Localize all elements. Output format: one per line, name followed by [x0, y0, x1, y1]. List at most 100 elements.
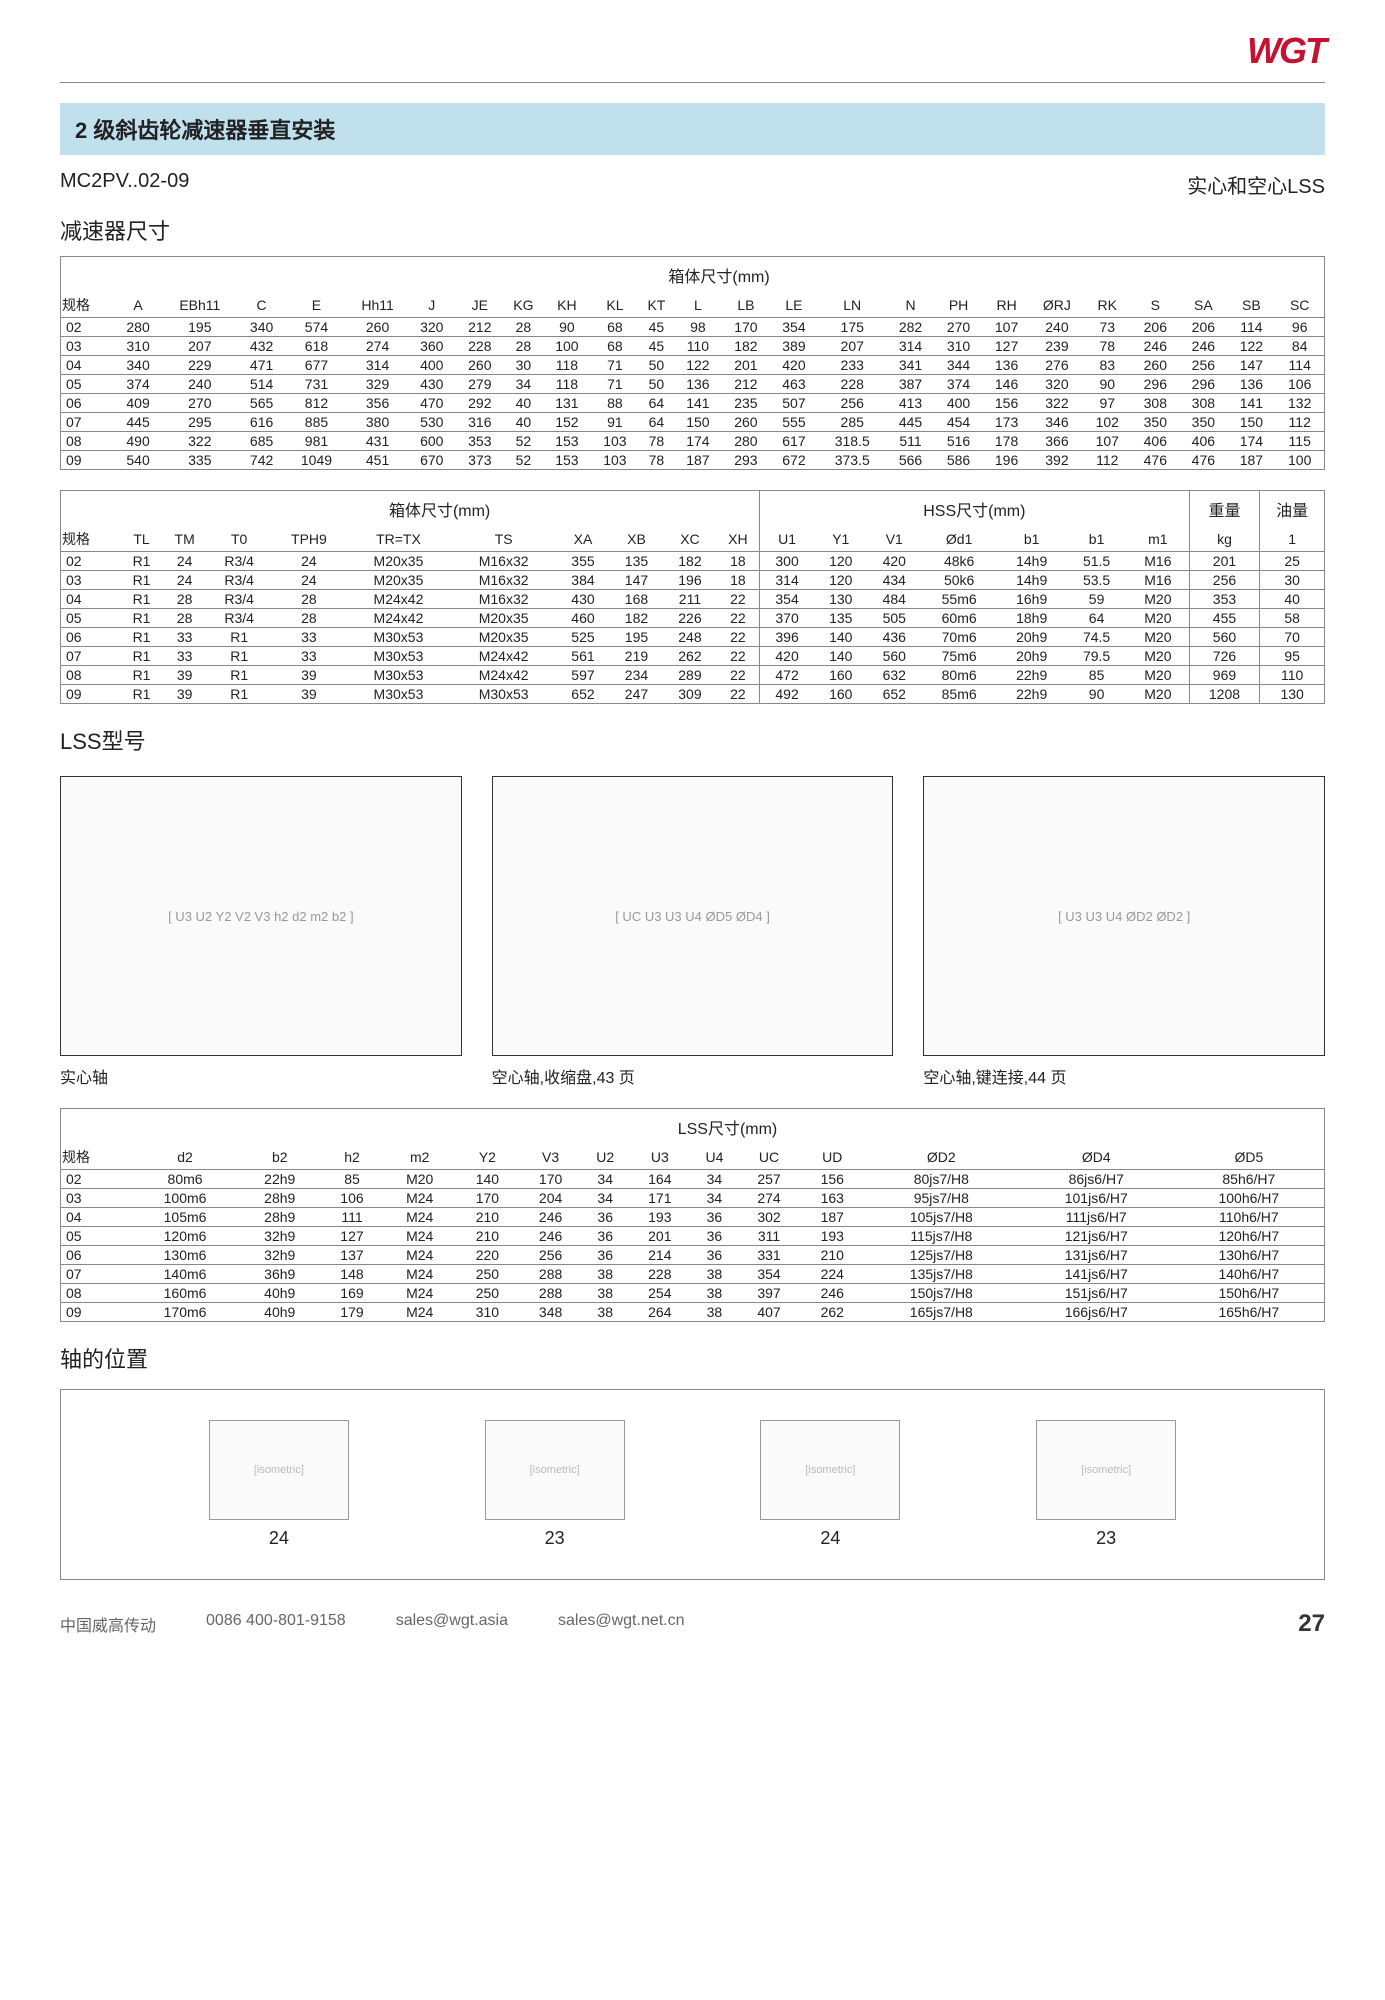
box-dim-header: 箱体尺寸(mm) [120, 491, 759, 528]
col-header: SC [1275, 293, 1324, 318]
diagram-caption: 实心轴 [60, 1064, 462, 1088]
top-divider [60, 82, 1325, 83]
col-header: KG [504, 293, 543, 318]
col-header: TS [451, 527, 556, 552]
col-header: TR=TX [346, 527, 451, 552]
col-header: ØRJ [1031, 293, 1084, 318]
col-header: TM [163, 527, 206, 552]
col-header: h2 [320, 1145, 383, 1170]
technical-drawing: [ U3 U2 Y2 V2 V3 h2 d2 m2 b2 ] [60, 776, 462, 1056]
table-row: 08R139R139M30x53M24x42597234289224721606… [61, 666, 1325, 685]
col-header: A [114, 293, 162, 318]
col-header: SA [1179, 293, 1227, 318]
col-header: b1 [997, 527, 1066, 552]
technical-drawing: [ UC U3 U3 U4 ØD5 ØD4 ] [492, 776, 894, 1056]
col-header: RK [1083, 293, 1131, 318]
col-header: EBh11 [162, 293, 238, 318]
right-header: 实心和空心LSS [1187, 170, 1325, 199]
table-row: 09R139R139M30x53M30x53652247309224921606… [61, 685, 1325, 704]
table-row: 05120m632h9127M242102463620136311193115j… [61, 1227, 1325, 1246]
table-row: 07140m636h9148M242502883822838354224135j… [61, 1265, 1325, 1284]
col-header: TPH9 [272, 527, 346, 552]
col-header: Ød1 [921, 527, 997, 552]
table-row: 0228019534057426032021228906845981703541… [61, 318, 1325, 337]
hss-header: HSS尺寸(mm) [760, 491, 1190, 528]
shaft-position-item: [isometric] 24 [760, 1420, 900, 1549]
col-header: L [674, 293, 722, 318]
shaft-label: 23 [485, 1528, 625, 1549]
col-header: JE [456, 293, 504, 318]
diagram-caption: 空心轴,收缩盘,43 页 [492, 1064, 894, 1088]
col-header: Y2 [456, 1145, 519, 1170]
page-footer: 中国威高传动 0086 400-801-9158 sales@wgt.asia … [60, 1610, 1325, 1638]
col-header: m2 [384, 1145, 456, 1170]
table-row: 0537424051473132943027934118715013621246… [61, 375, 1325, 394]
col-header: KT [639, 293, 674, 318]
table-row: 03R124R3/424M20x35M16x323841471961831412… [61, 571, 1325, 590]
table-row: 04105m628h9111M242102463619336302187105j… [61, 1208, 1325, 1227]
col-header: ØD4 [1019, 1145, 1174, 1170]
col-header: LE [770, 293, 818, 318]
footer-email1: sales@wgt.asia [396, 1612, 508, 1636]
footer-email2: sales@wgt.net.cn [558, 1612, 685, 1636]
table-row: 0434022947167731440026030118715012220142… [61, 356, 1325, 375]
footer-phone: 0086 400-801-9158 [206, 1612, 346, 1636]
shaft-drawing: [isometric] [760, 1420, 900, 1520]
table-row: 0280m622h985M20140170341643425715680js7/… [61, 1170, 1325, 1189]
shaft-position-item: [isometric] 23 [1036, 1420, 1176, 1549]
shaft-drawing: [isometric] [209, 1420, 349, 1520]
col-header: ØD5 [1174, 1145, 1325, 1170]
col-header: RH [983, 293, 1031, 318]
table-row: 0640927056581235647029240131886414123550… [61, 394, 1325, 413]
col-header: XB [610, 527, 663, 552]
section-title: 2 级斜齿轮减速器垂直安装 [60, 103, 1325, 155]
col-header: T0 [206, 527, 272, 552]
table-lss-dimensions: LSS尺寸(mm)规格d2b2h2m2Y2V3U2U3U4UCUDØD2ØD4Ø… [60, 1108, 1325, 1322]
col-header: Y1 [814, 527, 867, 552]
table-row: 07R133R133M30x53M24x42561219262224201405… [61, 647, 1325, 666]
col-header: SB [1227, 293, 1275, 318]
spec-label: 规格 [61, 527, 121, 552]
table-row: 0331020743261827436022828100684511018238… [61, 337, 1325, 356]
col-header: V3 [519, 1145, 582, 1170]
diagrams-row: [ U3 U2 Y2 V2 V3 h2 d2 m2 b2 ] 实心轴 [ UC … [60, 776, 1325, 1088]
table-row: 0849032268598143160035352153103781742806… [61, 432, 1325, 451]
diagram-box: [ U3 U3 U4 ØD2 ØD2 ] 空心轴,键连接,44 页 [923, 776, 1325, 1088]
col-header: U3 [628, 1145, 691, 1170]
col-header: b1 [1066, 527, 1127, 552]
col-header: J [408, 293, 456, 318]
shaft-label: 24 [760, 1528, 900, 1549]
box-dim-header: 箱体尺寸(mm) [114, 257, 1324, 294]
col-header: XC [663, 527, 716, 552]
table-row: 03100m628h9106M24170204341713427416395js… [61, 1189, 1325, 1208]
technical-drawing: [ U3 U3 U4 ØD2 ØD2 ] [923, 776, 1325, 1056]
col-header: b2 [239, 1145, 320, 1170]
shaft-position-row: [isometric] 24 [isometric] 23 [isometric… [60, 1389, 1325, 1580]
table-row: 06130m632h9137M242202563621436331210125j… [61, 1246, 1325, 1265]
col-header: U2 [582, 1145, 628, 1170]
model-code: MC2PV..02-09 [60, 170, 189, 199]
col-header: V1 [868, 527, 921, 552]
table-row: 09170m640h9179M243103483826438407262165j… [61, 1303, 1325, 1322]
shaft-drawing: [isometric] [1036, 1420, 1176, 1520]
col-header: PH [935, 293, 983, 318]
col-header: KL [591, 293, 639, 318]
table-box-dimensions-1: 箱体尺寸(mm)规格AEBh11CEHh11JJEKGKHKLKTLLBLELN… [60, 256, 1325, 470]
table-row: 02R124R3/424M20x35M16x323551351821830012… [61, 552, 1325, 571]
shaft-drawing: [isometric] [485, 1420, 625, 1520]
lss-dim-header: LSS尺寸(mm) [131, 1109, 1325, 1146]
col-header: ØD2 [864, 1145, 1019, 1170]
shaft-position-item: [isometric] 24 [209, 1420, 349, 1549]
weight-header: 重量 [1189, 491, 1260, 528]
table-box-dimensions-2: 箱体尺寸(mm) HSS尺寸(mm) 重量 油量规格TLTMT0TPH9TR=T… [60, 490, 1325, 704]
col-header: S [1131, 293, 1179, 318]
table-row: 0744529561688538053031640152916415026055… [61, 413, 1325, 432]
col-header: Hh11 [347, 293, 407, 318]
page-number: 27 [1298, 1610, 1325, 1638]
spec-label: 规格 [61, 1145, 131, 1170]
col-header: C [238, 293, 286, 318]
brand-logo: WGT [60, 30, 1325, 72]
spec-label: 规格 [61, 293, 115, 318]
col-header: TL [120, 527, 163, 552]
shaft-label: 24 [209, 1528, 349, 1549]
